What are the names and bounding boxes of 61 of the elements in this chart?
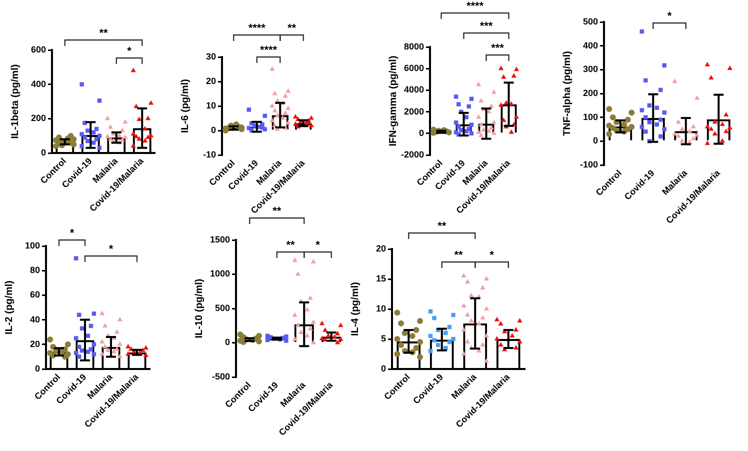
y-tick-label: 500 [582,16,598,26]
y-tick-label: 0 [224,337,230,348]
y-tick-label: 15 [376,273,386,284]
y-axis-title: IL-2 (pg/ml) [4,280,15,334]
y-tick-label: 5 [380,333,386,344]
y-tick-label: 300 [582,64,598,74]
y-tick-label: -500 [212,371,230,382]
y-tick-label: 1500 [210,234,230,244]
annotation: * [490,250,495,262]
y-tick-label: 0 [592,136,598,146]
annotation: * [108,244,114,256]
y-tick-label: 20 [206,76,216,86]
text: *** [480,20,494,33]
y-tick-label: 4000 [404,84,424,95]
y-tick-label: 40 [30,314,40,324]
y-tick-label: 30 [206,51,216,62]
y-tick-label: -2000 [400,149,424,160]
y-axis-title: IFN-gamma (pg/ml) [388,56,399,146]
text: ** [438,220,447,233]
annotation: *** [491,42,505,55]
text: **** [260,44,278,57]
y-tick-label: 8000 [404,41,424,52]
y-tick-label: 80 [30,265,40,276]
y-tick-label: -10 [202,149,216,160]
y-tick-label: 100 [582,112,598,122]
y-axis-title: IL-1beta (pg/ml) [10,64,21,139]
y-tick-label: 60 [30,290,40,300]
y-tick-label: 0 [380,363,386,374]
y-tick-label: 0 [34,363,40,374]
y-tick-label: 10 [376,303,386,314]
y-axis-title: IL-4 (pg/ml) [350,282,361,336]
y-tick-label: 100 [24,240,40,250]
y-tick-label: 10 [206,100,216,110]
annotation: ** [454,250,464,262]
y-axis-title: TNF-alpha (pg/ml) [562,51,573,136]
y-axis-title: IL-10 (pg/ml) [194,278,205,338]
y-tick-label: 2000 [404,106,424,116]
annotation: * [667,10,672,23]
y-tick-label: 200 [30,113,46,124]
y-tick-label: 20 [30,338,40,349]
y-tick-label: 0 [40,147,46,158]
text: ** [287,22,297,35]
y-tick-label: 200 [582,88,598,98]
text: **** [466,0,484,13]
y-tick-label: 400 [582,40,598,50]
y-tick-label: 500 [214,302,230,313]
y-tick-label: 600 [30,44,46,54]
y-tick-label: 0 [418,128,424,138]
annotation: ** [286,240,296,252]
y-tick-label: 400 [30,78,46,89]
y-tick-label: 20 [376,243,386,254]
y-tick-label: 1000 [210,268,230,279]
annotation: * [316,240,321,252]
y-tick-label: 0 [210,124,216,135]
text: ** [99,28,108,40]
text: * [70,228,75,240]
text: **** [248,22,266,35]
y-tick-label: 6000 [404,63,424,74]
y-axis-title: IL-6 (pg/ml) [180,79,191,133]
y-tick-label: -100 [580,159,598,170]
annotation: * [127,46,132,58]
